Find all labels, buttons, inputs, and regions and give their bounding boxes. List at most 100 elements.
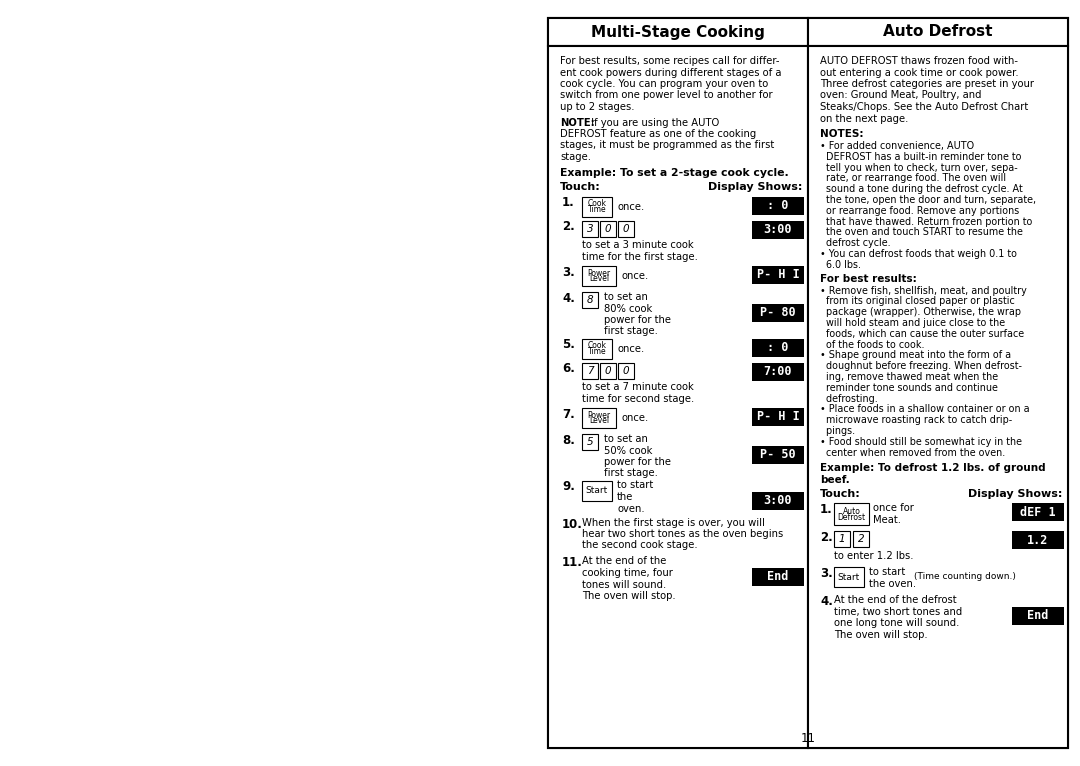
Text: 2.: 2. bbox=[562, 221, 575, 234]
Bar bbox=[752, 221, 804, 238]
Text: 1.: 1. bbox=[820, 503, 833, 516]
Bar bbox=[808, 46, 1068, 748]
Text: time for second stage.: time for second stage. bbox=[582, 394, 694, 404]
Text: stages, it must be programmed as the first: stages, it must be programmed as the fir… bbox=[561, 140, 774, 150]
Text: stage.: stage. bbox=[561, 152, 591, 162]
Text: Cook: Cook bbox=[588, 341, 607, 350]
Text: 80% cook: 80% cook bbox=[604, 303, 652, 313]
Text: 11.: 11. bbox=[562, 557, 583, 569]
Text: doughnut before freezing. When defrost-: doughnut before freezing. When defrost- bbox=[820, 362, 1022, 372]
Text: once.: once. bbox=[617, 201, 645, 211]
Bar bbox=[548, 18, 1068, 748]
Text: Steaks/Chops. See the Auto Defrost Chart: Steaks/Chops. See the Auto Defrost Chart bbox=[820, 102, 1028, 112]
Text: 0: 0 bbox=[605, 365, 611, 375]
Bar bbox=[582, 339, 612, 358]
Text: 7:00: 7:00 bbox=[764, 365, 793, 378]
Text: one long tone will sound.: one long tone will sound. bbox=[834, 618, 959, 628]
Text: • You can defrost foods that weigh 0.1 to: • You can defrost foods that weigh 0.1 t… bbox=[820, 249, 1017, 259]
Text: 3:00: 3:00 bbox=[764, 495, 793, 508]
Text: DEFROST has a built-in reminder tone to: DEFROST has a built-in reminder tone to bbox=[820, 152, 1022, 162]
Text: package (wrapper). Otherwise, the wrap: package (wrapper). Otherwise, the wrap bbox=[820, 307, 1021, 317]
Text: For best results:: For best results: bbox=[820, 273, 917, 283]
Text: the oven.: the oven. bbox=[869, 579, 916, 589]
Text: 0: 0 bbox=[605, 224, 611, 234]
Text: 2.: 2. bbox=[820, 532, 833, 545]
Text: hear two short tones as the oven begins: hear two short tones as the oven begins bbox=[582, 529, 783, 539]
Text: 1.: 1. bbox=[562, 197, 575, 209]
Text: once.: once. bbox=[621, 413, 648, 423]
Text: Cook: Cook bbox=[588, 199, 607, 208]
Bar bbox=[752, 492, 804, 510]
Text: to start: to start bbox=[869, 568, 905, 578]
Bar bbox=[618, 362, 634, 378]
Text: 9.: 9. bbox=[562, 480, 575, 493]
Bar bbox=[853, 532, 869, 548]
Text: P- H I: P- H I bbox=[757, 269, 799, 281]
Text: Power: Power bbox=[588, 411, 610, 420]
Bar bbox=[752, 303, 804, 322]
Text: Touch:: Touch: bbox=[561, 182, 600, 192]
Text: the tone, open the door and turn, separate,: the tone, open the door and turn, separa… bbox=[820, 195, 1036, 205]
Text: 2: 2 bbox=[858, 535, 864, 545]
Text: to start: to start bbox=[617, 480, 653, 490]
Text: the oven and touch START to resume the: the oven and touch START to resume the bbox=[820, 228, 1023, 237]
Text: Touch:: Touch: bbox=[820, 489, 861, 499]
Text: up to 2 stages.: up to 2 stages. bbox=[561, 102, 635, 112]
Text: time, two short tones and: time, two short tones and bbox=[834, 607, 962, 617]
Text: 50% cook: 50% cook bbox=[604, 446, 652, 456]
Text: Display Shows:: Display Shows: bbox=[968, 489, 1062, 499]
Text: power for the: power for the bbox=[604, 457, 671, 467]
Text: ing, remove thawed meat when the: ing, remove thawed meat when the bbox=[820, 372, 998, 382]
Text: If you are using the AUTO: If you are using the AUTO bbox=[588, 117, 719, 127]
Text: to set an: to set an bbox=[604, 434, 648, 444]
Text: sound a tone during the defrost cycle. At: sound a tone during the defrost cycle. A… bbox=[820, 184, 1023, 195]
Text: 7: 7 bbox=[586, 365, 593, 375]
Text: The oven will stop.: The oven will stop. bbox=[582, 591, 676, 601]
Text: of the foods to cook.: of the foods to cook. bbox=[820, 339, 924, 349]
Bar bbox=[752, 339, 804, 356]
Text: P- 80: P- 80 bbox=[760, 306, 796, 319]
Bar bbox=[618, 221, 634, 237]
Text: 7.: 7. bbox=[562, 408, 575, 421]
Bar bbox=[752, 446, 804, 463]
Text: from its original closed paper or plastic: from its original closed paper or plasti… bbox=[820, 296, 1015, 306]
Text: 3: 3 bbox=[586, 224, 593, 234]
Text: oven.: oven. bbox=[617, 503, 645, 513]
Text: At the end of the: At the end of the bbox=[582, 557, 666, 567]
Bar bbox=[582, 266, 616, 286]
Text: defrosting.: defrosting. bbox=[820, 394, 878, 404]
Text: ent cook powers during different stages of a: ent cook powers during different stages … bbox=[561, 67, 782, 77]
Bar bbox=[582, 292, 598, 308]
Bar bbox=[752, 408, 804, 426]
Text: 5.: 5. bbox=[562, 339, 575, 352]
Text: 0: 0 bbox=[623, 365, 630, 375]
Bar bbox=[752, 362, 804, 381]
Text: 4.: 4. bbox=[820, 595, 833, 608]
Text: 3:00: 3:00 bbox=[764, 223, 793, 236]
Bar bbox=[1012, 503, 1064, 522]
Text: At the end of the defrost: At the end of the defrost bbox=[834, 595, 957, 605]
Text: once.: once. bbox=[617, 343, 645, 353]
Text: tones will sound.: tones will sound. bbox=[582, 580, 666, 590]
Text: beef.: beef. bbox=[820, 476, 850, 486]
Text: first stage.: first stage. bbox=[604, 326, 658, 336]
Text: to set a 7 minute cook: to set a 7 minute cook bbox=[582, 382, 693, 392]
Text: once for: once for bbox=[873, 503, 914, 513]
Text: Time: Time bbox=[588, 205, 606, 214]
Text: Meat.: Meat. bbox=[873, 515, 901, 525]
Text: rate, or rearrange food. The oven will: rate, or rearrange food. The oven will bbox=[820, 173, 1007, 183]
Text: Defrost: Defrost bbox=[837, 512, 865, 522]
Text: Multi-Stage Cooking: Multi-Stage Cooking bbox=[591, 25, 765, 40]
Text: power for the: power for the bbox=[604, 315, 671, 325]
Text: 0: 0 bbox=[623, 224, 630, 234]
Text: Example: To defrost 1.2 lbs. of ground: Example: To defrost 1.2 lbs. of ground bbox=[820, 463, 1045, 473]
Bar bbox=[582, 408, 616, 428]
Bar bbox=[834, 503, 869, 525]
Text: will hold steam and juice close to the: will hold steam and juice close to the bbox=[820, 318, 1005, 328]
Text: Auto: Auto bbox=[842, 507, 861, 516]
Text: 10.: 10. bbox=[562, 518, 583, 531]
Text: to enter 1.2 lbs.: to enter 1.2 lbs. bbox=[834, 552, 914, 561]
Bar bbox=[582, 362, 598, 378]
Text: pings.: pings. bbox=[820, 426, 855, 436]
Bar bbox=[752, 568, 804, 586]
